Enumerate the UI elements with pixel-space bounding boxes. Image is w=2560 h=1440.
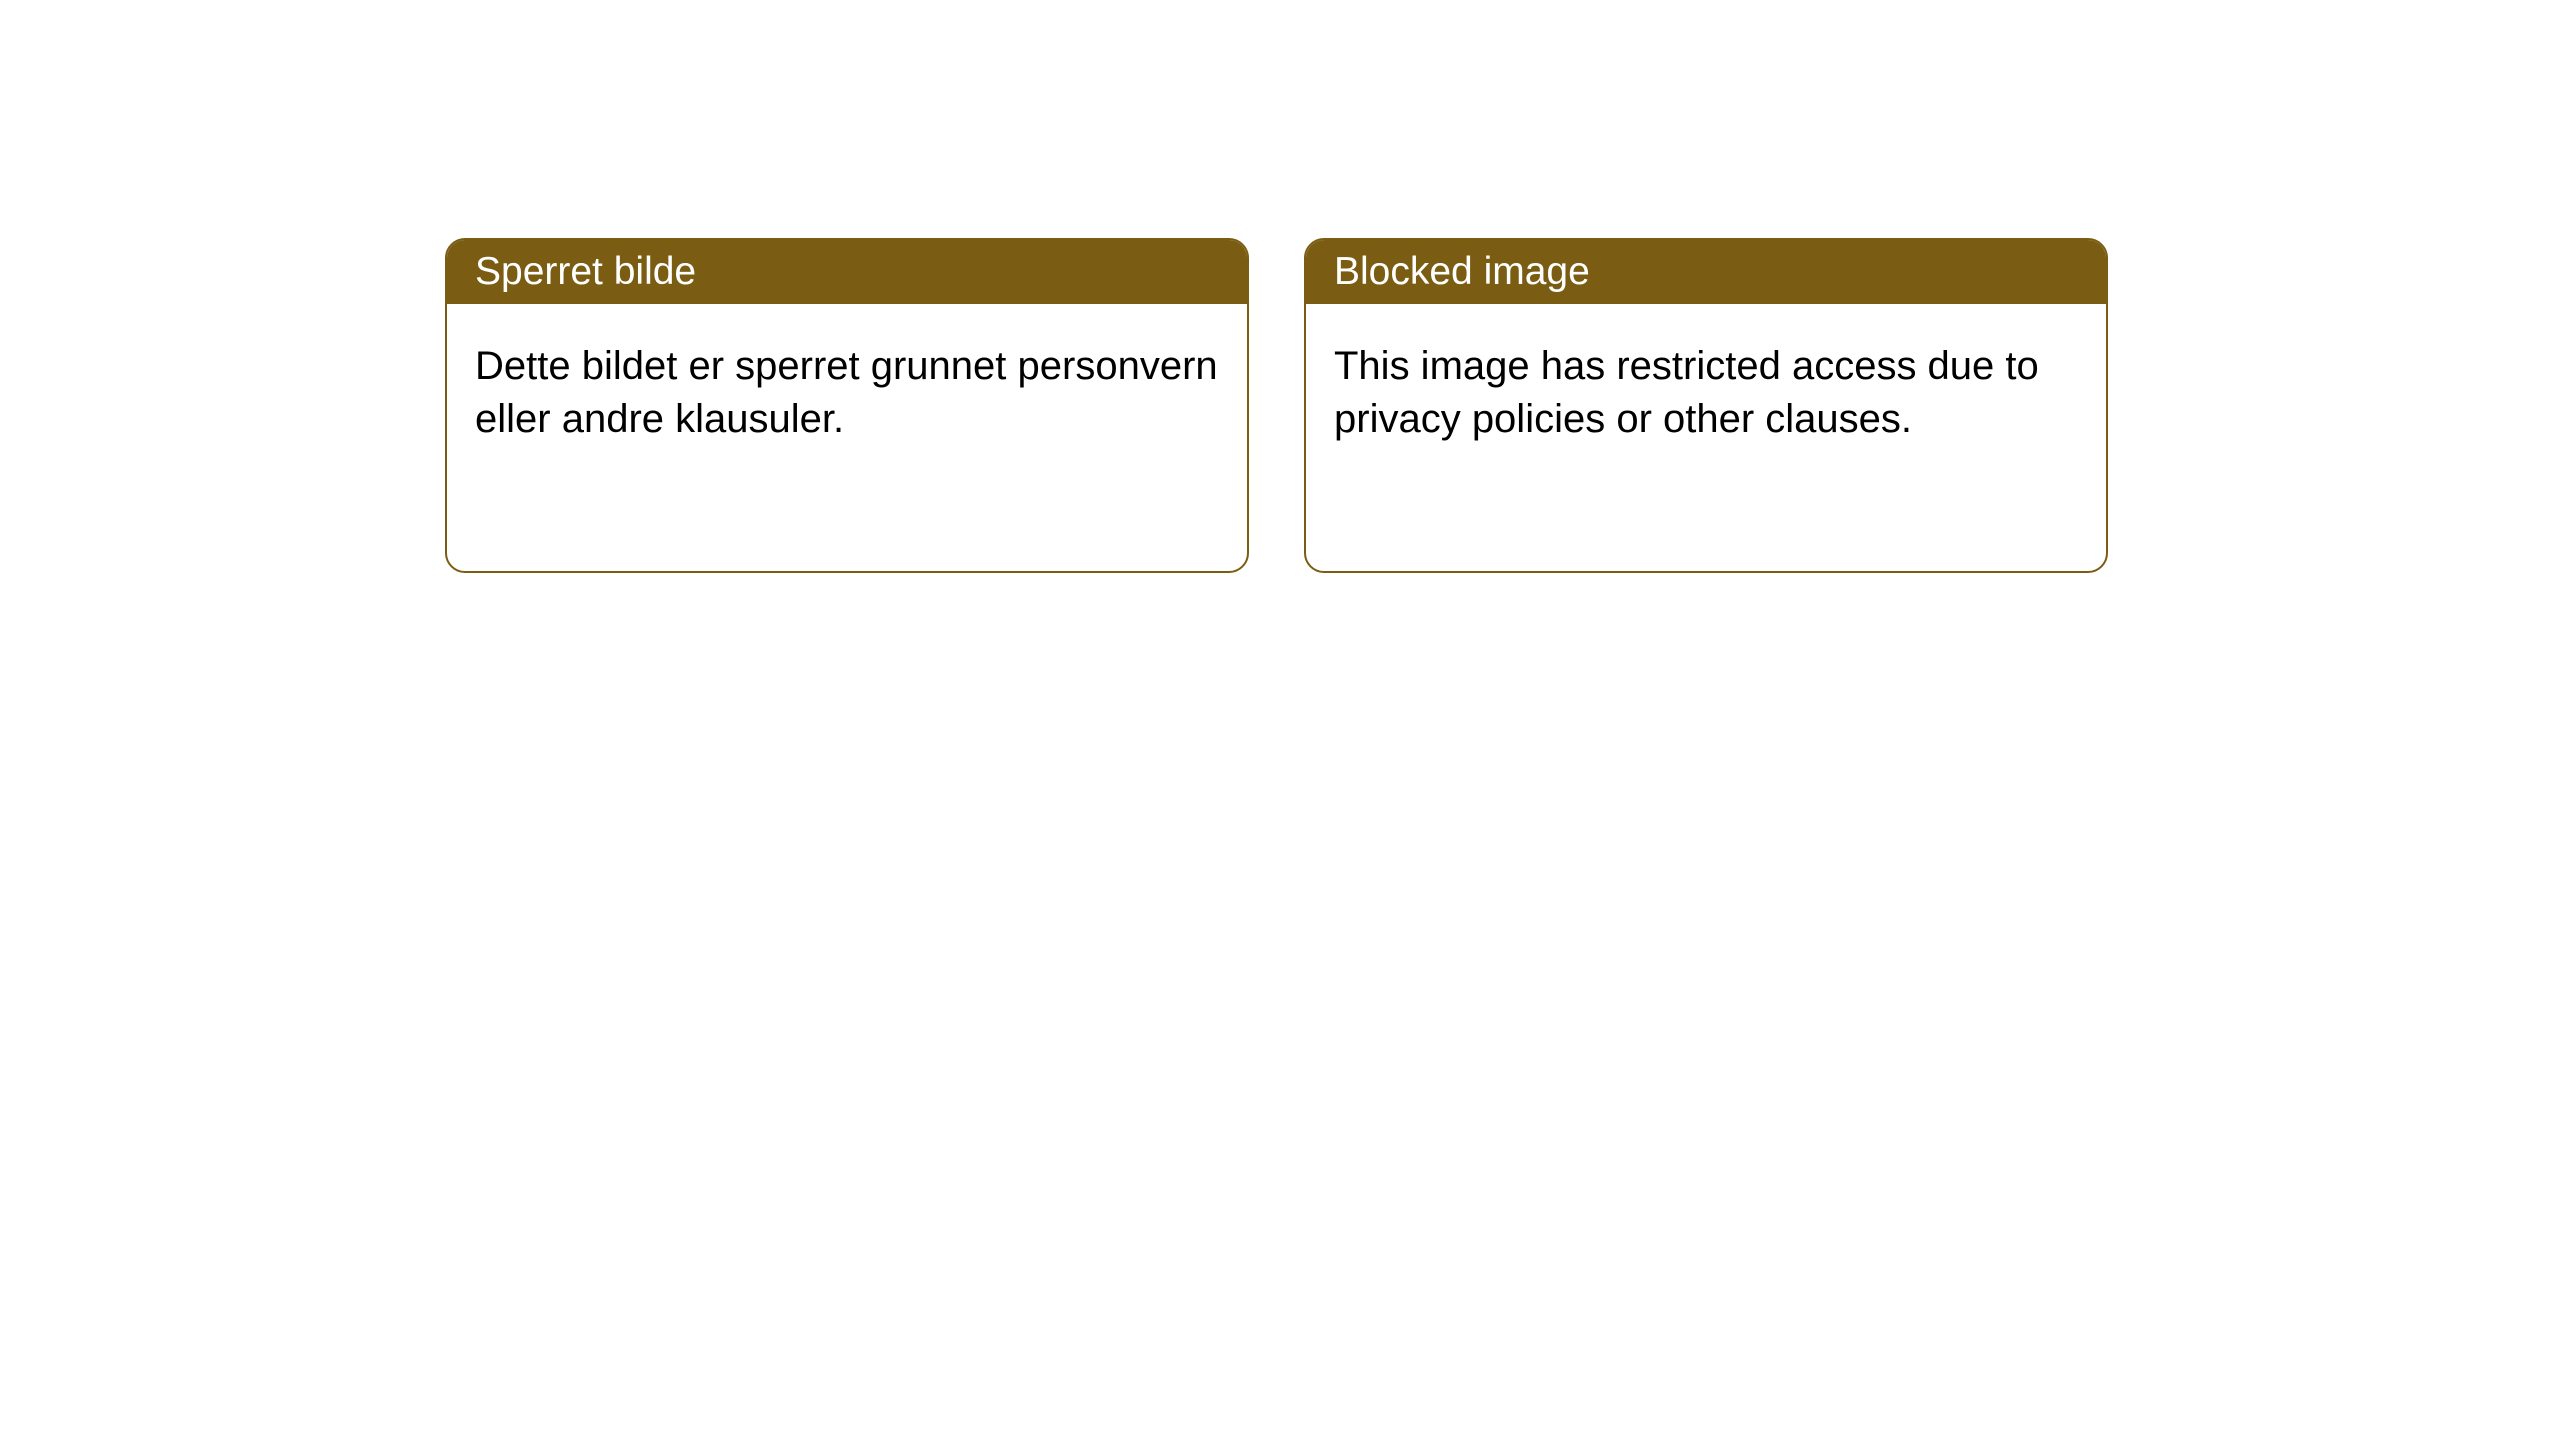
card-body-text: Dette bildet er sperret grunnet personve… xyxy=(475,344,1218,441)
card-body-text: This image has restricted access due to … xyxy=(1334,344,2039,441)
notice-card-norwegian: Sperret bilde Dette bildet er sperret gr… xyxy=(445,238,1249,573)
card-body: This image has restricted access due to … xyxy=(1306,304,2106,482)
card-header: Sperret bilde xyxy=(447,240,1247,304)
card-title: Blocked image xyxy=(1334,250,1590,293)
card-title: Sperret bilde xyxy=(475,250,696,293)
card-header: Blocked image xyxy=(1306,240,2106,304)
card-body: Dette bildet er sperret grunnet personve… xyxy=(447,304,1247,482)
notice-cards-container: Sperret bilde Dette bildet er sperret gr… xyxy=(0,0,2560,573)
notice-card-english: Blocked image This image has restricted … xyxy=(1304,238,2108,573)
